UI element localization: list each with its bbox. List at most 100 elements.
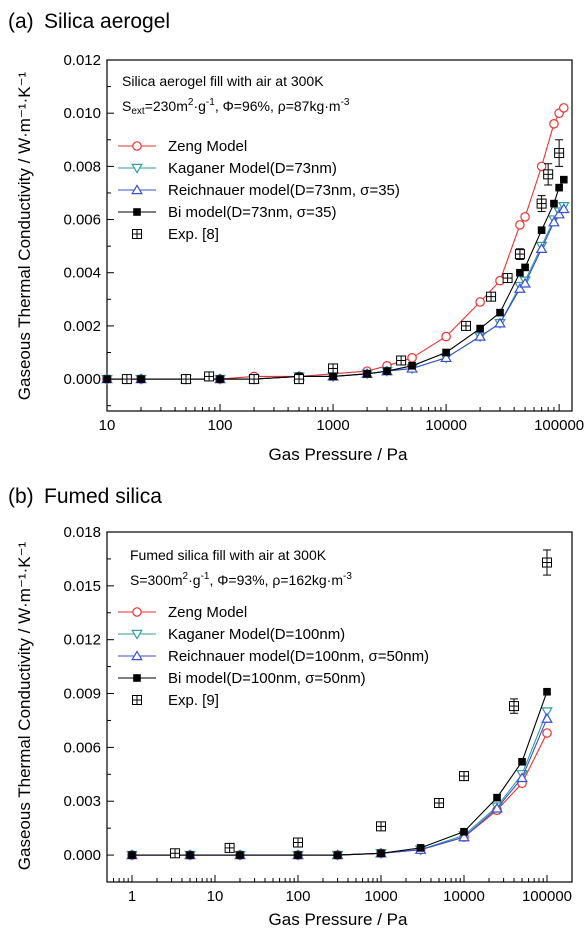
b-legend-label: Zeng Model (168, 604, 247, 621)
a-data-point (536, 161, 547, 172)
b-legend-label: Reichnauer model(D=100nm, σ=50nm) (168, 648, 429, 665)
a-legend-marker (132, 229, 142, 239)
a-data-point (555, 183, 563, 192)
b-series-kaganer-model-d-100nm (126, 707, 553, 861)
panel-a-plot-frame (106, 59, 573, 412)
b-series-reichnauer-model-d-100nm-50nm (126, 712, 553, 860)
panel-b-annotation-line1: Fumed silica fill with air at 300K (130, 547, 327, 563)
b-legend-item-bi-model-d-100nm-50nm: Bi model(D=100nm, σ=50nm) (118, 670, 366, 687)
b-legend-item-reichnauer-model-d-100nm-50nm: Reichnauer model(D=100nm, σ=50nm) (118, 648, 429, 665)
b-series-kaganer-model-d-100nm-line (132, 711, 548, 856)
b-series-zeng-model (127, 728, 552, 860)
b-y-tick-label-1: 0.003 (63, 793, 101, 810)
b-data-point (186, 851, 194, 859)
b-y-tick-label-4: 0.012 (63, 632, 101, 649)
a-y-tick-label-4: 0.008 (63, 158, 101, 175)
a-data-point (549, 119, 559, 129)
b-legend-item-exp-9: Exp. [9] (132, 692, 219, 709)
b-y-tick-label-3: 0.009 (63, 686, 101, 703)
b-x-tick-label-1: 10 (207, 888, 224, 905)
a-x-tick-label-3: 10000 (425, 417, 467, 434)
b-data-point (508, 701, 519, 712)
panel-b-series (126, 549, 553, 861)
a-x-tick-label-2: 1000 (316, 417, 349, 434)
a-legend-label: Zeng Model (168, 138, 247, 155)
panel-b-annotation-line2: S=300m2·g-1, Φ=93%, ρ=162kg·m-3 (130, 571, 352, 588)
b-data-point (541, 712, 553, 723)
a-data-point (396, 355, 407, 366)
a-data-point (204, 371, 215, 382)
a-data-point (543, 169, 554, 180)
b-legend-label: Bi model(D=100nm, σ=50nm) (168, 670, 366, 687)
a-data-point (502, 273, 513, 284)
a-data-point (494, 317, 506, 328)
b-x-tick-label-2: 100 (285, 888, 310, 905)
a-data-point (559, 175, 568, 184)
b-data-point (224, 842, 235, 853)
b-data-point (333, 851, 342, 859)
a-y-tick-label-5: 0.010 (63, 105, 101, 122)
a-legend-marker (131, 184, 143, 195)
a-data-point (474, 330, 486, 341)
panel-b-title: Fumed silica (44, 485, 162, 508)
a-legend-item-bi-model-d-73nm-35: Bi model(D=73nm, σ=35) (118, 204, 337, 221)
panel-b-plot-frame (106, 531, 573, 883)
panel-a-title: Silica aerogel (44, 10, 170, 33)
a-data-point (515, 220, 525, 230)
a-data-point (440, 352, 452, 363)
a-data-point (249, 374, 260, 385)
a-data-point (514, 282, 526, 293)
a-data-point (558, 103, 569, 113)
b-x-tick-label-5: 100000 (522, 888, 572, 905)
a-y-tick-label-6: 0.012 (63, 52, 101, 69)
a-legend-label: Reichnauer model(D=73nm, σ=35) (168, 182, 400, 199)
b-legend-item-kaganer-model-d-100nm: Kaganer Model(D=100nm) (118, 626, 345, 643)
a-data-point (514, 249, 525, 260)
a-data-point (553, 208, 565, 219)
panel-b-label: (b) (8, 485, 34, 508)
b-series-bi-model-d-100nm-50nm-line (132, 691, 548, 856)
b-y-tick-label-0: 0.000 (63, 847, 101, 864)
b-y-tick-label-2: 0.006 (63, 739, 101, 756)
b-y-tick-label-6: 0.018 (63, 524, 101, 541)
a-data-point (521, 263, 529, 272)
a-legend-marker (133, 208, 141, 216)
a-y-tick-label-3: 0.006 (63, 212, 101, 229)
a-legend-marker (131, 163, 143, 174)
a-data-point (103, 375, 111, 383)
panel-a-y-axis-title: Gaseous Thermal Conductivity / W·m⁻¹·K⁻¹ (15, 71, 34, 400)
a-data-point (537, 226, 546, 234)
b-series-reichnauer-model-d-100nm-50nm-line (132, 718, 548, 856)
b-data-point (541, 707, 553, 718)
panel-a-silica-aerogel: (a) Silica aerogel 10 100 1000 10000 100000 … (8, 10, 584, 464)
a-x-tick-label-4: 100000 (534, 417, 584, 434)
panel-b-fumed-silica: (b) Fumed silica 1 10 100 1000 10000 100000 0… (8, 485, 573, 929)
a-y-tick-label-1: 0.002 (63, 318, 101, 335)
a-data-point (328, 363, 339, 374)
a-data-point (181, 374, 192, 385)
b-legend-label: Kaganer Model(D=100nm) (168, 626, 345, 643)
a-data-point (516, 268, 524, 277)
a-data-point (442, 348, 450, 357)
a-y-tick-label-0: 0.000 (63, 371, 101, 388)
panel-b-x-axis-title: Gas Pressure / Pa (269, 910, 408, 929)
a-data-point (294, 374, 305, 385)
a-legend-item-zeng-model: Zeng Model (118, 138, 247, 155)
a-data-point (496, 308, 504, 317)
b-legend-item-zeng-model: Zeng Model (118, 604, 247, 621)
a-legend-item-kaganer-model-d-73nm: Kaganer Model(D=73nm) (118, 160, 337, 177)
a-data-point (557, 203, 570, 214)
b-data-point (542, 557, 553, 568)
panel-a-x-ticks: 10 100 1000 10000 100000 (99, 404, 584, 434)
a-data-point (460, 320, 471, 331)
a-data-point (407, 353, 417, 363)
panel-b-y-axis-title: Gaseous Thermal Conductivity / W·m⁻¹·K⁻¹ (15, 541, 34, 870)
b-x-tick-label-4: 10000 (443, 888, 485, 905)
a-legend-item-exp-8: Exp. [8] (132, 226, 219, 243)
a-legend-label: Kaganer Model(D=73nm) (168, 160, 337, 177)
a-data-point (535, 243, 548, 253)
a-series-exp-8 (121, 139, 565, 385)
b-legend-marker (133, 674, 141, 682)
b-data-point (459, 771, 470, 782)
b-data-point (236, 851, 244, 859)
